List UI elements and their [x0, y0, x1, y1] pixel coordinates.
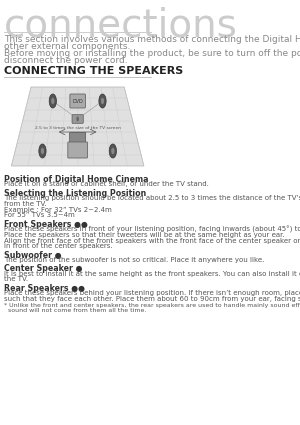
FancyBboxPatch shape	[68, 142, 88, 158]
Text: The position of the subwoofer is not so critical. Place it anywhere you like.: The position of the subwoofer is not so …	[4, 257, 265, 263]
Circle shape	[49, 94, 56, 108]
Polygon shape	[11, 87, 144, 166]
Text: from the TV.: from the TV.	[4, 201, 47, 207]
Text: Before moving or installing the product, be sure to turn off the power and: Before moving or installing the product,…	[4, 49, 300, 58]
Text: The listening position should be located about 2.5 to 3 times the distance of th: The listening position should be located…	[4, 195, 300, 201]
Circle shape	[76, 116, 79, 122]
Text: in front of the center speakers.: in front of the center speakers.	[4, 243, 113, 249]
Circle shape	[39, 144, 46, 158]
Text: Place it on a stand or cabinet shelf, or under the TV stand.: Place it on a stand or cabinet shelf, or…	[4, 181, 209, 187]
FancyBboxPatch shape	[72, 115, 83, 123]
Circle shape	[51, 98, 54, 104]
Text: Position of Digital Home Cinema: Position of Digital Home Cinema	[4, 175, 148, 184]
Text: Place these speakers behind your listening position. If there isn’t enough room,: Place these speakers behind your listeni…	[4, 290, 300, 296]
Text: Place the speakers so that their tweeters will be at the same height as your ear: Place the speakers so that their tweeter…	[4, 232, 285, 238]
Text: Front Speakers ●●: Front Speakers ●●	[4, 220, 88, 229]
Circle shape	[109, 144, 116, 158]
Text: For 55” TVs 3.5~4m: For 55” TVs 3.5~4m	[4, 212, 75, 218]
Circle shape	[111, 148, 115, 154]
Circle shape	[99, 94, 106, 108]
Text: Center Speaker ●: Center Speaker ●	[4, 264, 82, 273]
FancyBboxPatch shape	[70, 94, 86, 108]
Circle shape	[101, 98, 104, 104]
Text: Align the front face of the front speakers with the front face of the center spe: Align the front face of the front speake…	[4, 238, 300, 244]
Text: Subwoofer ●: Subwoofer ●	[4, 251, 62, 260]
Text: other external components.: other external components.	[4, 42, 130, 51]
Text: such that they face each other. Place them about 60 to 90cm from your ear, facin: such that they face each other. Place th…	[4, 296, 300, 302]
Text: the TV.: the TV.	[4, 276, 28, 282]
Text: DVD: DVD	[72, 99, 83, 104]
Text: CONNECTING THE SPEAKERS: CONNECTING THE SPEAKERS	[4, 66, 183, 76]
Text: sound will not come from them all the time.: sound will not come from them all the ti…	[4, 308, 146, 313]
Text: * Unlike the front and center speakers, the rear speakers are used to handle mai: * Unlike the front and center speakers, …	[4, 303, 300, 308]
Text: It is best to install it at the same height as the front speakers. You can also : It is best to install it at the same hei…	[4, 270, 300, 277]
Text: Selecting the Listening Position: Selecting the Listening Position	[4, 189, 146, 198]
Text: disconnect the power cord.: disconnect the power cord.	[4, 56, 128, 65]
Circle shape	[41, 148, 44, 154]
Text: This section involves various methods of connecting the Digital Home Cinema to: This section involves various methods of…	[4, 35, 300, 44]
Text: connections: connections	[4, 6, 238, 44]
FancyBboxPatch shape	[70, 133, 86, 144]
Text: Place these speakers in front of your listening position, facing inwards (about : Place these speakers in front of your li…	[4, 226, 300, 233]
Text: Rear Speakers ●●: Rear Speakers ●●	[4, 283, 85, 292]
Text: 2.5 to 3 times the size of the TV screen: 2.5 to 3 times the size of the TV screen	[34, 126, 121, 130]
Text: Example : For 32” TVs 2~2.4m: Example : For 32” TVs 2~2.4m	[4, 207, 112, 212]
